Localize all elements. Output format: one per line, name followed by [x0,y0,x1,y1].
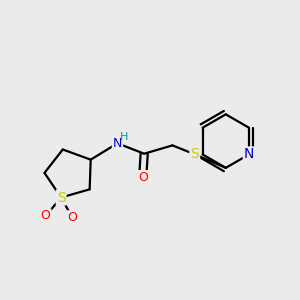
Text: S: S [190,147,199,161]
Text: O: O [138,171,148,184]
Text: S: S [57,190,65,205]
Text: N: N [244,148,254,161]
Text: O: O [68,211,77,224]
Text: H: H [120,132,128,142]
Text: N: N [113,137,122,150]
Text: O: O [41,209,51,222]
